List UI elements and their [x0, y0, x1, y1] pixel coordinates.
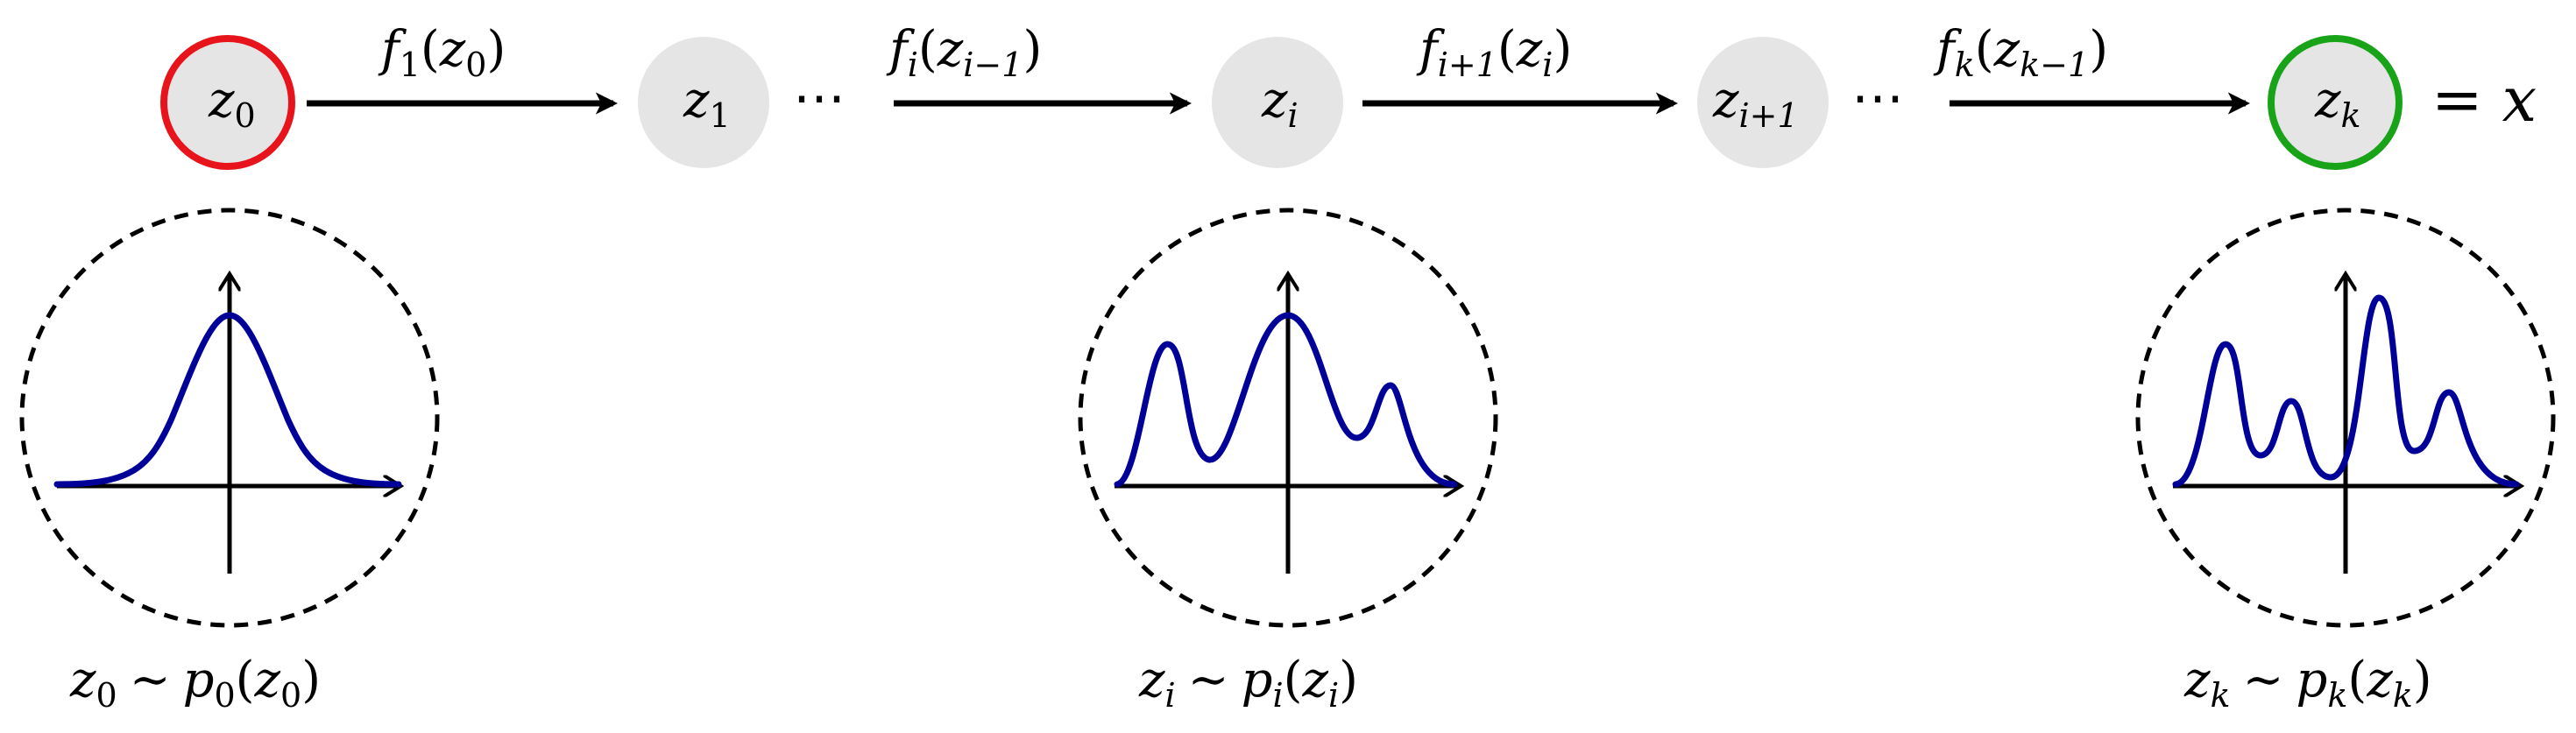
- dist-label-z0: z0 ∼ p0(z0): [69, 652, 321, 715]
- node-zi1: zi+1: [1697, 37, 1829, 168]
- node-zi-subscript: i: [1288, 96, 1299, 135]
- node-zi1-circle: [1697, 37, 1829, 168]
- node-z1-label: z: [683, 72, 710, 129]
- edge-label-fk: fk(zk−1): [1933, 21, 2108, 84]
- node-zi-circle: [1212, 37, 1343, 168]
- node-zi-label: z: [1261, 72, 1288, 129]
- density-inset-zi: [1078, 208, 1498, 628]
- dashed-circle-z0: [19, 208, 440, 628]
- svg-text:z1: z1: [683, 72, 731, 135]
- svg-text:zi+1: zi+1: [1712, 72, 1799, 135]
- node-zi1-subscript: i+1: [1739, 96, 1799, 135]
- ellipsis-1: ⋯: [793, 67, 846, 129]
- node-z0-subscript: 0: [235, 96, 256, 135]
- dist-label-zi: zi ∼ pi(zi): [1138, 652, 1358, 715]
- svg-text:zk: zk: [2314, 72, 2361, 135]
- output-variable-x: x: [2502, 64, 2537, 136]
- density-curve-z0: [53, 312, 402, 488]
- density-inset-z0: [19, 208, 440, 628]
- dist-label-zk: zk ∼ pk(zk): [2183, 652, 2432, 715]
- node-zi: zi: [1212, 37, 1343, 168]
- node-z1-subscript: 1: [710, 96, 731, 135]
- node-z0: z0: [160, 35, 295, 170]
- edge-label-f1: f1(z0): [378, 21, 506, 84]
- edge-label-fi: fi(zi−1): [886, 21, 1042, 84]
- svg-text:zi: zi: [1261, 72, 1299, 135]
- dashed-circle-zk: [2135, 208, 2556, 628]
- node-zk-label: z: [2314, 72, 2341, 129]
- node-z1: z1: [638, 37, 769, 168]
- svg-text:z0: z0: [208, 72, 256, 135]
- node-zi1-label: z: [1712, 72, 1739, 129]
- density-curve-zk: [2172, 294, 2520, 488]
- equals-x: = x: [2431, 64, 2537, 136]
- node-zk: zk: [2268, 35, 2403, 170]
- ellipsis-2: ⋯: [1851, 67, 1904, 129]
- node-zk-subscript: k: [2341, 96, 2361, 135]
- density-curve-zi: [1114, 312, 1458, 488]
- density-inset-zk: [2135, 208, 2556, 628]
- node-z0-label: z: [208, 72, 235, 129]
- edge-label-fi1: fi+1(zi): [1416, 21, 1572, 84]
- dashed-circle-zi: [1078, 208, 1498, 628]
- node-z1-circle: [638, 37, 769, 168]
- node-zk-circle: [2268, 35, 2403, 170]
- equals-sign: =: [2431, 64, 2483, 136]
- node-z0-circle: [160, 35, 295, 170]
